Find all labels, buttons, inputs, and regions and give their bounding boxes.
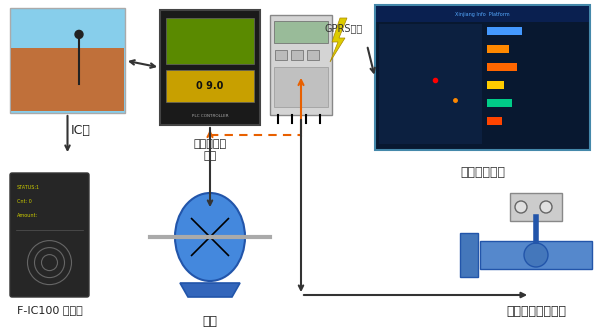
Text: F-IC100 发卡器: F-IC100 发卡器 <box>17 305 82 315</box>
FancyBboxPatch shape <box>166 70 254 102</box>
FancyBboxPatch shape <box>375 5 590 150</box>
Text: Cnt: 0: Cnt: 0 <box>17 198 32 203</box>
Polygon shape <box>330 18 347 62</box>
Text: Xinjiang Info  Platform: Xinjiang Info Platform <box>455 11 510 16</box>
Text: Amount:: Amount: <box>17 212 38 217</box>
FancyBboxPatch shape <box>480 241 592 269</box>
FancyBboxPatch shape <box>275 50 287 60</box>
FancyBboxPatch shape <box>270 15 332 115</box>
FancyBboxPatch shape <box>274 67 328 107</box>
FancyBboxPatch shape <box>460 233 478 277</box>
FancyBboxPatch shape <box>376 6 589 22</box>
FancyBboxPatch shape <box>11 48 124 111</box>
Text: 智慧灌区系统: 智慧灌区系统 <box>460 166 505 179</box>
Text: STATUS:1: STATUS:1 <box>17 184 40 189</box>
FancyBboxPatch shape <box>487 63 517 71</box>
Polygon shape <box>180 283 240 297</box>
FancyBboxPatch shape <box>291 50 303 60</box>
Text: 机井管渠控
制器: 机井管渠控 制器 <box>193 139 227 161</box>
FancyBboxPatch shape <box>10 173 89 297</box>
FancyBboxPatch shape <box>487 99 512 107</box>
FancyBboxPatch shape <box>379 24 482 144</box>
FancyBboxPatch shape <box>307 50 319 60</box>
Ellipse shape <box>175 193 245 281</box>
Circle shape <box>75 30 83 38</box>
Text: IC卡: IC卡 <box>71 124 91 137</box>
Circle shape <box>524 243 548 267</box>
FancyBboxPatch shape <box>160 10 260 125</box>
Text: GPRS网络: GPRS网络 <box>325 23 363 33</box>
Circle shape <box>515 201 527 213</box>
FancyBboxPatch shape <box>487 27 522 35</box>
FancyBboxPatch shape <box>487 45 509 53</box>
FancyBboxPatch shape <box>510 193 562 221</box>
FancyBboxPatch shape <box>274 21 328 43</box>
Text: PLC CONTROLLER: PLC CONTROLLER <box>191 114 229 118</box>
Text: 分体式电磁流量计: 分体式电磁流量计 <box>506 305 566 318</box>
FancyBboxPatch shape <box>166 18 254 64</box>
Text: 水泵: 水泵 <box>203 315 218 328</box>
FancyBboxPatch shape <box>487 117 502 125</box>
Circle shape <box>540 201 552 213</box>
FancyBboxPatch shape <box>487 81 504 89</box>
FancyBboxPatch shape <box>10 8 125 113</box>
Text: 0 9.0: 0 9.0 <box>196 81 224 91</box>
